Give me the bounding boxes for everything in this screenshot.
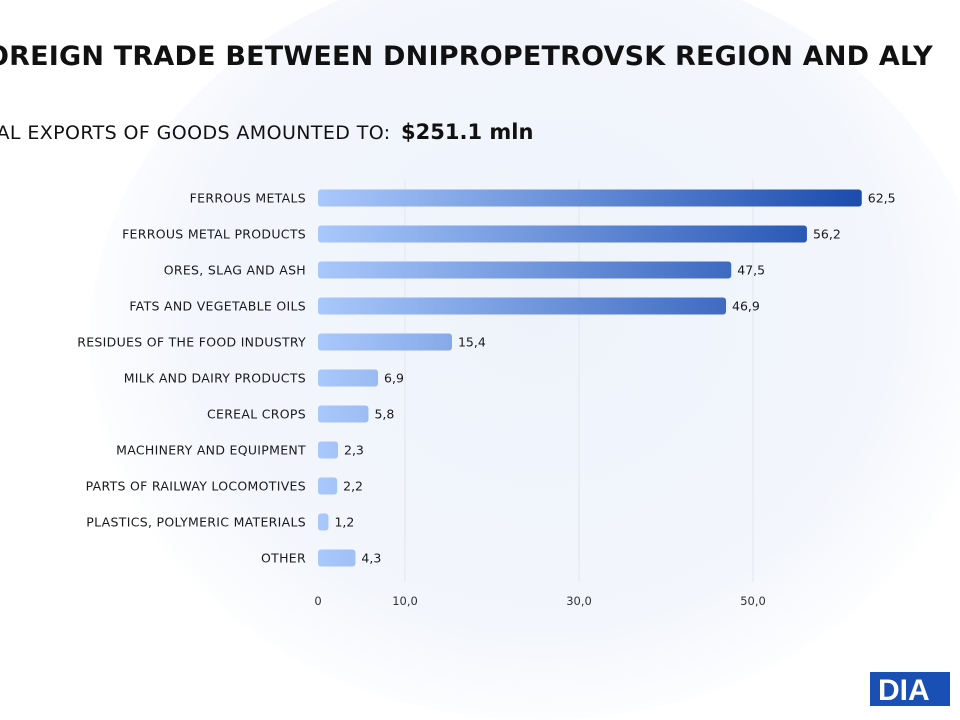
bar — [318, 261, 732, 279]
category-label: FERROUS METAL PRODUCTS — [122, 227, 306, 242]
value-label: 6,9 — [384, 371, 404, 386]
category-label: FATS AND VEGETABLE OILS — [129, 299, 306, 314]
value-label: 2,2 — [343, 479, 363, 494]
bar — [318, 189, 862, 207]
background-shape — [90, 0, 960, 720]
bar — [318, 477, 338, 495]
value-label: 15,4 — [458, 335, 486, 350]
dia-logo: DIA — [870, 672, 950, 707]
bar — [318, 405, 369, 423]
category-label: MACHINERY AND EQUIPMENT — [116, 443, 306, 458]
value-label: 47,5 — [737, 263, 765, 278]
x-tick-label: 10,0 — [392, 594, 418, 608]
category-label: FERROUS METALS — [190, 191, 306, 206]
value-label: 1,2 — [334, 515, 354, 530]
bar — [318, 225, 807, 243]
bar — [318, 549, 356, 567]
labels: 0 10,0 30,0 50,0 FERROUS METALS 62,5 FERROUS M… — [77, 191, 895, 609]
value-label: 2,3 — [344, 443, 364, 458]
chart-title: OREIGN TRADE BETWEEN DNIPROPETROVSK REGI… — [0, 41, 933, 72]
value-label: 56,2 — [813, 227, 841, 242]
grid-lines — [404, 180, 754, 582]
value-label: 5,8 — [374, 407, 394, 422]
category-label: ORES, SLAG AND ASH — [164, 263, 306, 278]
subtitle-amount: $251.1 mln — [401, 120, 534, 144]
value-label: 46,9 — [732, 299, 760, 314]
logo-text: DIA — [878, 674, 930, 707]
category-label: MILK AND DAIRY PRODUCTS — [124, 371, 306, 386]
chart-subtitle: TAL EXPORTS OF GOODS AMOUNTED TO: $251.1… — [0, 120, 533, 144]
bar-chart: 0 10,0 30,0 50,0 FERROUS METALS 62,5 FERROUS M… — [77, 180, 896, 609]
bar — [318, 297, 727, 315]
value-label: 4,3 — [361, 551, 381, 566]
category-label: RESIDUES OF THE FOOD INDUSTRY — [77, 335, 306, 350]
x-tick-label: 50,0 — [740, 594, 766, 608]
bar — [318, 441, 339, 459]
category-label: PLASTICS, POLYMERIC MATERIALS — [86, 515, 306, 530]
bar — [318, 513, 329, 531]
category-label: OTHER — [261, 551, 306, 566]
subtitle-prefix: TAL EXPORTS OF GOODS AMOUNTED TO: — [0, 122, 391, 144]
bar — [318, 369, 379, 387]
x-tick-label: 30,0 — [566, 594, 592, 608]
bars — [318, 189, 862, 567]
x-tick-label: 0 — [314, 594, 321, 608]
value-label: 62,5 — [868, 191, 896, 206]
category-label: CEREAL CROPS — [207, 407, 306, 422]
category-label: PARTS OF RAILWAY LOCOMOTIVES — [86, 479, 306, 494]
bar — [318, 333, 452, 351]
